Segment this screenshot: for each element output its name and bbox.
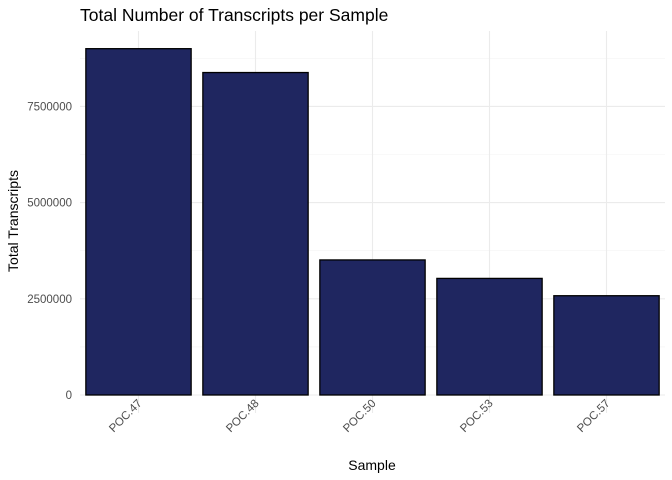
y-tick-label: 5000000 (27, 198, 72, 210)
x-axis-ticks: POC.47 POC.48 POC.50 POC.53 POC.57 (107, 398, 612, 435)
x-tick-label: POC.57 (575, 398, 612, 435)
x-axis-title: Sample (348, 457, 396, 473)
bar-poc-53 (436, 277, 543, 396)
bar-poc-50 (319, 259, 426, 396)
x-tick-label: POC.50 (341, 398, 378, 435)
y-axis-ticks: 0 2500000 5000000 7500000 (27, 101, 72, 402)
y-tick-label: 0 (66, 390, 72, 402)
x-tick-label: POC.48 (224, 398, 261, 435)
y-axis-title: Total Transcripts (5, 170, 21, 272)
y-tick-label: 2500000 (27, 294, 72, 306)
x-tick-label: POC.47 (107, 398, 144, 435)
bars-group (85, 48, 660, 396)
bar-poc-48 (202, 71, 309, 396)
bar-poc-57 (553, 295, 660, 396)
chart-title: Total Number of Transcripts per Sample (80, 5, 388, 25)
y-tick-label: 7500000 (27, 101, 72, 113)
bar-poc-47 (85, 48, 192, 396)
x-tick-label: POC.53 (458, 398, 495, 435)
